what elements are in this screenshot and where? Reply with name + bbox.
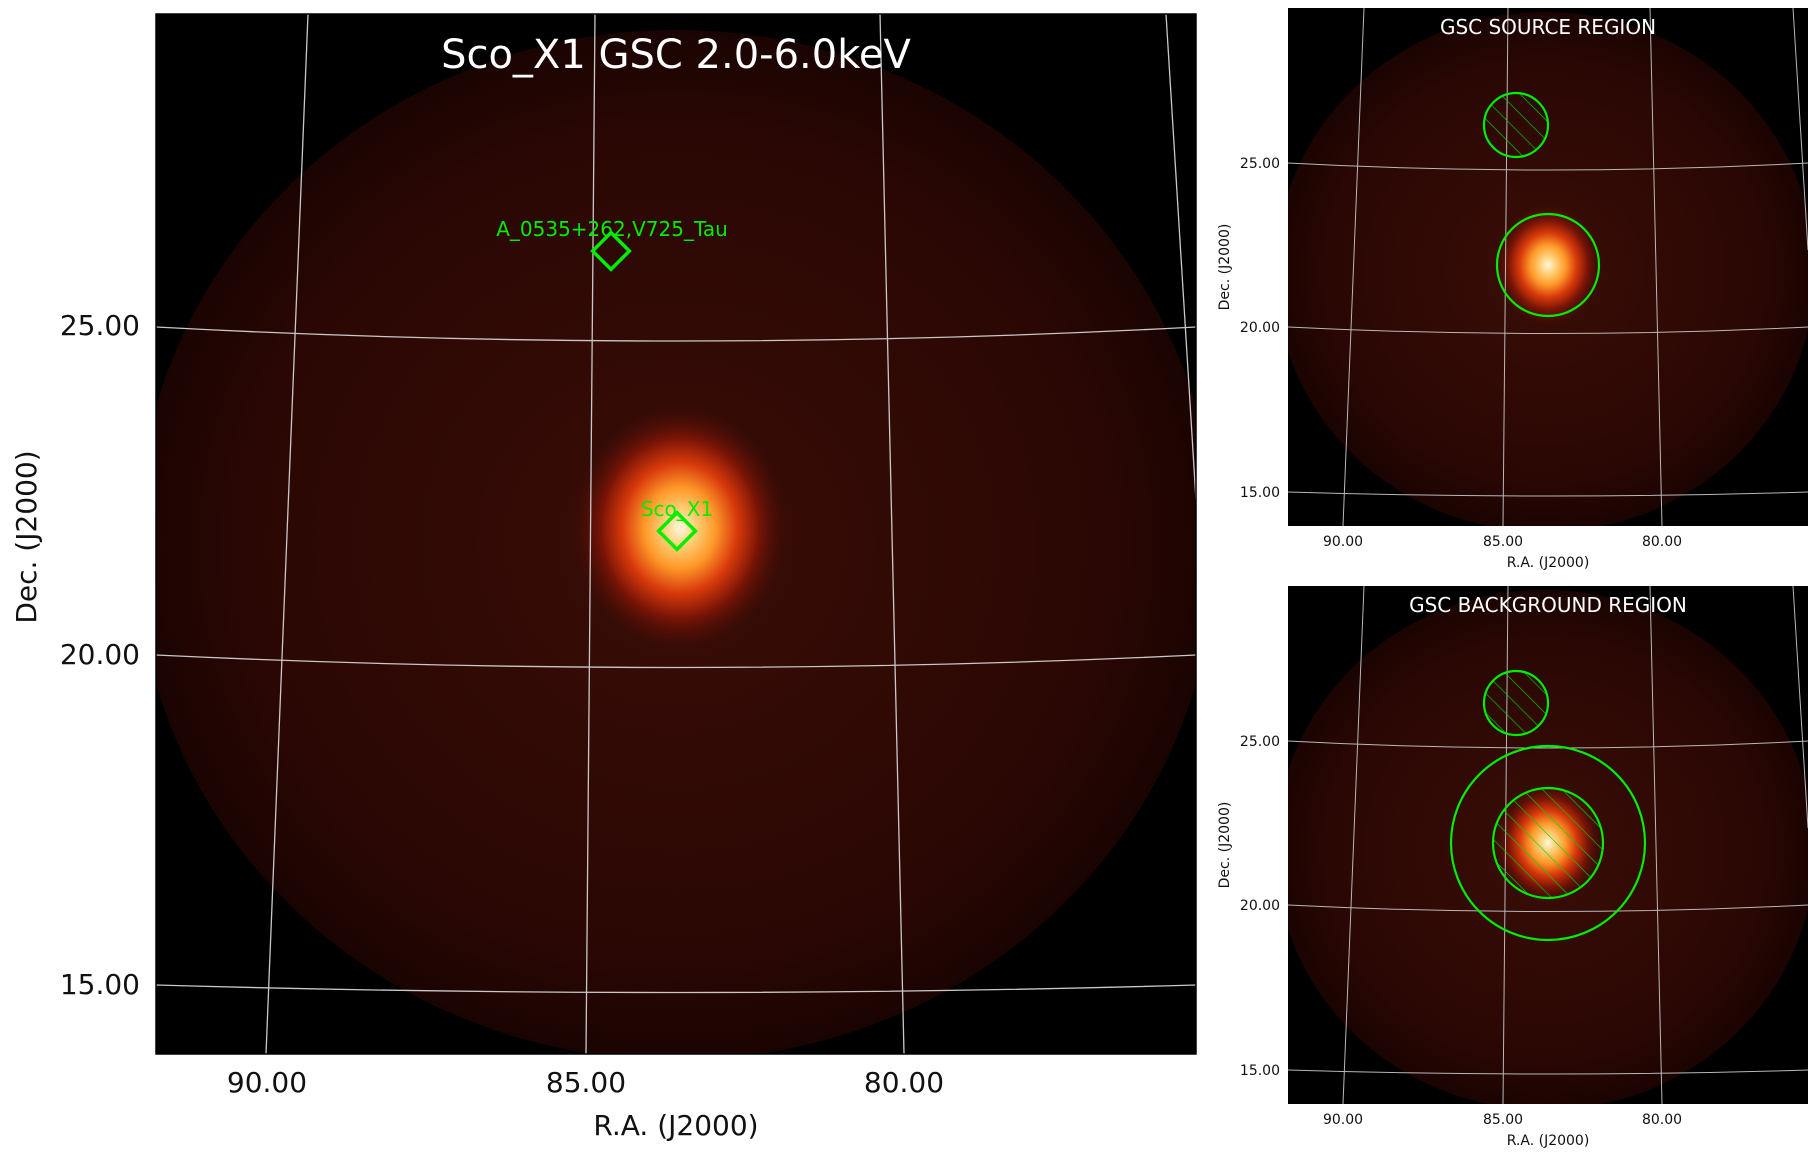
main-x-tick-80: 80.00 <box>864 1066 944 1099</box>
main-source-glow <box>570 403 790 653</box>
source-glow <box>1493 203 1603 327</box>
main-image-panel: Sco_X1 GSC 2.0-6.0keV A_0535+262,V725_Ta… <box>10 13 1197 1142</box>
background-region-panel: GSC BACKGROUND REGION 90.00 85.00 80.00 … <box>1217 586 1808 1149</box>
marker-scox1-label: Sco_X1 <box>641 497 713 521</box>
main-title: Sco_X1 GSC 2.0-6.0keV <box>441 32 911 78</box>
background-x-tick-90: 90.00 <box>1323 1112 1363 1128</box>
background-y-tick-20: 20.00 <box>1240 898 1280 914</box>
background-panel-title: GSC BACKGROUND REGION <box>1409 593 1687 617</box>
background-excluded-core-region <box>1491 786 1605 900</box>
source-y-tick-25: 25.00 <box>1240 156 1280 172</box>
source-y-axis-label: Dec. (J2000) <box>1217 224 1233 311</box>
source-y-tick-15: 15.00 <box>1240 485 1280 501</box>
main-x-axis-label: R.A. (J2000) <box>593 1109 758 1142</box>
background-excluded-source-region <box>1482 669 1550 737</box>
main-y-axis-label: Dec. (J2000) <box>10 450 43 623</box>
source-extraction-circle <box>1495 212 1601 318</box>
main-coordinate-grid <box>156 14 1196 1054</box>
marker-a0535-label: A_0535+262,V725_Tau <box>496 217 728 241</box>
main-y-tick-20: 20.00 <box>60 638 140 671</box>
source-x-tick-90: 90.00 <box>1323 534 1363 550</box>
background-x-tick-80: 80.00 <box>1642 1112 1682 1128</box>
background-y-tick-15: 15.00 <box>1240 1063 1280 1079</box>
source-excluded-region <box>1482 91 1550 159</box>
background-annulus-outer <box>1449 744 1647 942</box>
background-y-axis-label: Dec. (J2000) <box>1217 802 1233 889</box>
main-frame <box>155 13 1197 1055</box>
main-y-tick-15: 15.00 <box>60 968 140 1001</box>
main-y-tick-25: 25.00 <box>60 309 140 342</box>
source-x-tick-85: 85.00 <box>1483 534 1523 550</box>
main-x-tick-85: 85.00 <box>546 1066 626 1099</box>
source-x-tick-80: 80.00 <box>1642 534 1682 550</box>
source-y-tick-20: 20.00 <box>1240 320 1280 336</box>
background-x-tick-85: 85.00 <box>1483 1112 1523 1128</box>
marker-a0535-diamond <box>590 230 632 272</box>
main-x-tick-90: 90.00 <box>227 1066 307 1099</box>
background-x-axis-label: R.A. (J2000) <box>1507 1133 1590 1149</box>
background-y-tick-25: 25.00 <box>1240 734 1280 750</box>
marker-scox1-diamond <box>656 510 698 552</box>
source-region-panel: GSC SOURCE REGION 90.00 85.00 80.00 25.0… <box>1217 8 1808 571</box>
source-panel-title: GSC SOURCE REGION <box>1440 15 1656 39</box>
source-x-axis-label: R.A. (J2000) <box>1507 555 1590 571</box>
